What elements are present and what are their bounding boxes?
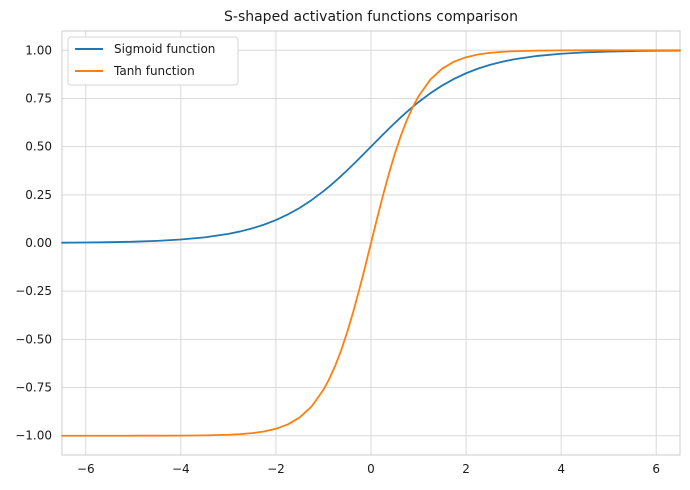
sigmoid-line (61, 49, 681, 244)
legend-box (67, 36, 239, 86)
legend-label-sigmoid: Sigmoid function (114, 42, 215, 56)
y-tick-label: 0.25 (25, 188, 52, 202)
x-tick-label: −4 (172, 462, 190, 476)
legend-label-tanh: Tanh function (113, 64, 195, 78)
y-tick-label: −0.50 (15, 332, 52, 346)
tanh-line (61, 49, 681, 437)
legend: Sigmoid function Tanh function (67, 36, 239, 86)
x-tick-label: 2 (462, 462, 470, 476)
y-tick-label: 0.50 (25, 140, 52, 154)
chart-title: S-shaped activation functions comparison (224, 9, 518, 25)
y-tick-label: −1.00 (15, 429, 52, 443)
x-tick-label: −2 (267, 462, 285, 476)
series-layer (61, 49, 681, 437)
y-tick-label: 1.00 (25, 43, 52, 57)
x-tick-label: −6 (77, 462, 95, 476)
x-tick-label: 4 (557, 462, 565, 476)
y-tick-label: −0.25 (15, 284, 52, 298)
y-tick-label: 0.00 (25, 236, 52, 250)
y-tick-label: 0.75 (25, 91, 52, 105)
x-tick-label: 0 (367, 462, 375, 476)
x-tick-label: 6 (652, 462, 660, 476)
y-tick-label: −0.75 (15, 381, 52, 395)
tick-labels: −6 −4 −2 0 2 4 6 −1.00 −0.75 −0.50 −0.25 0.00 0.25 0.… (15, 43, 660, 476)
